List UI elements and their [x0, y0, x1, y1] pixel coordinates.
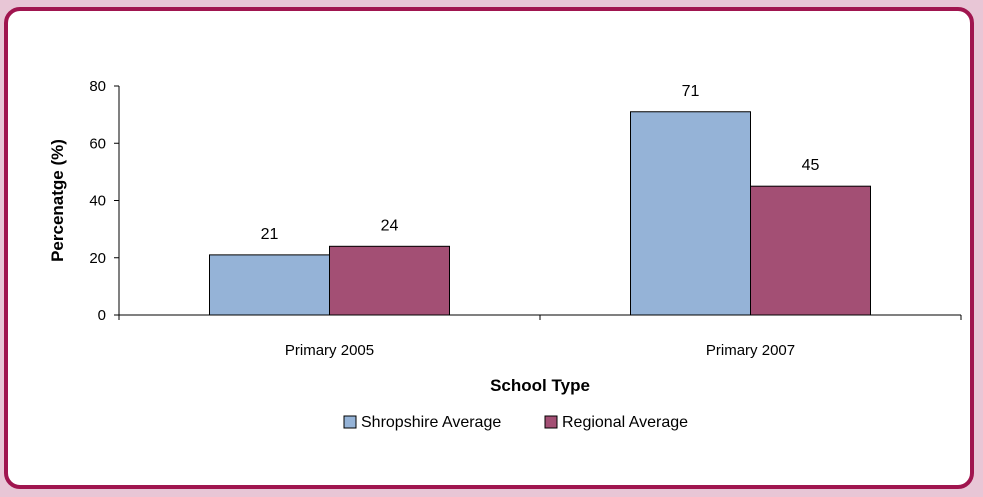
y-tick-label: 60: [89, 135, 106, 152]
legend-label-0: Shropshire Average: [361, 414, 501, 431]
legend-swatch-1: [544, 415, 558, 429]
x-tick-label: Primary 2007: [706, 342, 795, 359]
x-tick-label: Primary 2005: [285, 342, 374, 359]
data-label: 21: [261, 226, 279, 243]
bar-regional-average-1: [750, 185, 871, 316]
y-tick-label: 80: [89, 78, 106, 95]
bar-shropshire-average-0: [209, 254, 330, 316]
y-axis-title: Percenatge (%): [48, 139, 67, 262]
y-tick-label: 40: [89, 193, 106, 210]
x-axis-title: School Type: [490, 376, 590, 395]
chart-frame: 0 20 40 60 80 21 24 Primary 2005 71 45 Primary 200…: [4, 7, 974, 489]
y-tick-label: 0: [98, 307, 106, 324]
bar-shropshire-average-1: [630, 111, 751, 316]
data-label: 45: [802, 157, 820, 174]
legend-label-1: Regional Average: [562, 414, 688, 431]
y-tick-label: 20: [89, 250, 106, 267]
bar-chart: 0 20 40 60 80 21 24 Primary 2005 71 45 Primary 200…: [48, 78, 962, 431]
data-label: 71: [682, 83, 700, 100]
legend-swatch-0: [343, 415, 357, 429]
data-label: 24: [381, 217, 399, 234]
bar-regional-average-0: [329, 245, 450, 316]
